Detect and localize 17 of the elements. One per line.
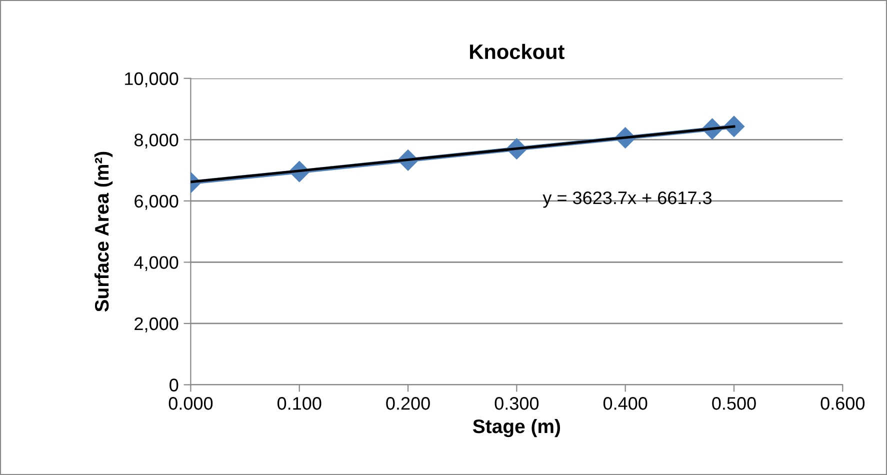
x-tick-label: 0.200 [386, 397, 430, 410]
chart-title: Knockout [470, 44, 564, 60]
y-tick-label: 10,000 [125, 72, 178, 88]
x-tick-label: 0.600 [820, 397, 865, 410]
x-axis-title: Stage (m) [472, 418, 560, 438]
x-tick-label: 0.400 [603, 397, 648, 410]
y-tick-label: 8,000 [134, 134, 178, 149]
x-tick-label: 0.000 [168, 397, 213, 410]
y-tick-label: 6,000 [134, 194, 178, 210]
y-tick-label: 2,000 [134, 317, 178, 332]
annotation: y = 3623.7x + 6617.3 [542, 191, 712, 208]
x-tick-label: 0.100 [277, 397, 322, 410]
y-tick-label: 4,000 [134, 256, 178, 272]
x-tick-label: 0.500 [712, 397, 756, 410]
y-tick-label: 0 [170, 378, 178, 392]
x-tick-label: 0.300 [494, 397, 539, 410]
y-axis-title: Surface Area (m²) [94, 152, 113, 312]
